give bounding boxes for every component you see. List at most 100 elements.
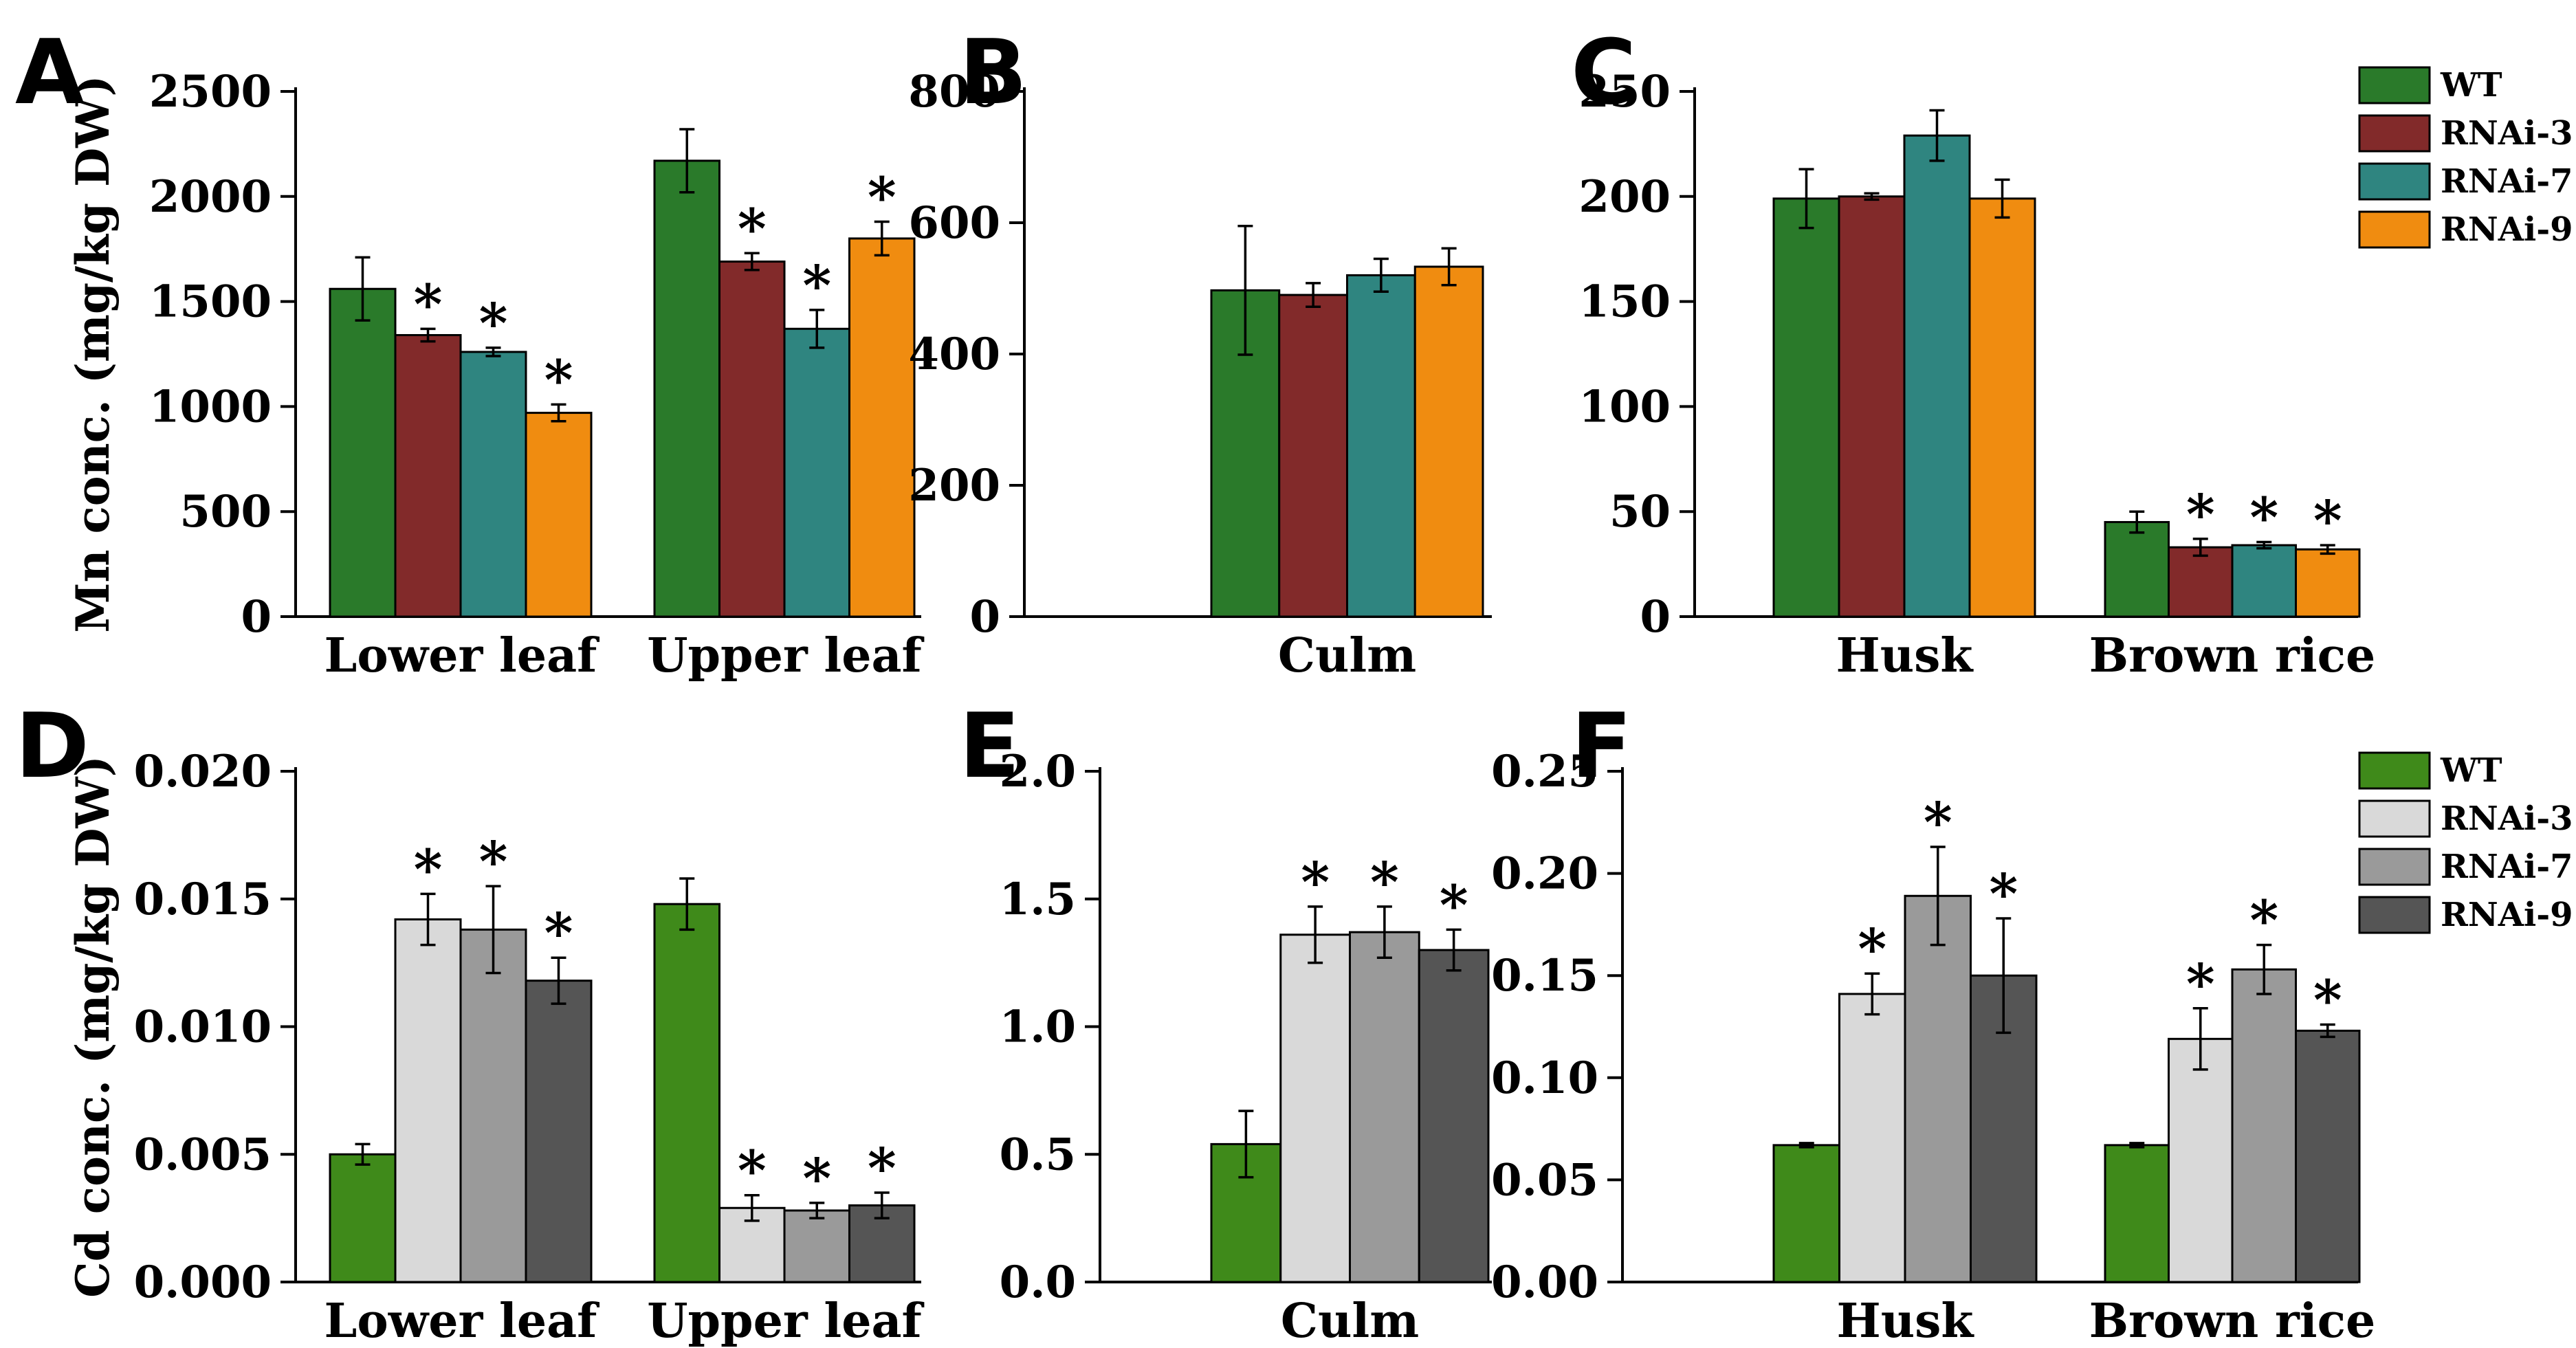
- y-tick-label: 1500: [149, 276, 272, 328]
- legend-label: RNAi-9: [2441, 896, 2573, 934]
- y-tick-label: 0.00: [1491, 1257, 1598, 1308]
- significance-star: *: [2249, 888, 2278, 953]
- legend-swatch: [2358, 114, 2431, 153]
- x-category-label: Culm: [1278, 628, 1416, 683]
- significance-star: *: [414, 272, 443, 336]
- x-category-label: Upper leaf: [647, 1294, 924, 1348]
- bar: [653, 903, 720, 1283]
- legends: WT RNAi-3 RNAi-7 RNAi-9 WT RNAi-3 RNAi-7 RNAi-9: [2358, 66, 2573, 934]
- panel-b: B 0 200 400 600 800 Culm: [908, 20, 1492, 683]
- legend-swatch: [2358, 210, 2431, 249]
- bar: [1413, 265, 1484, 618]
- y-tick-label: 1000: [149, 381, 272, 432]
- x-category-label: Culm: [1281, 1294, 1419, 1348]
- panel-c: C 0 50 100 150 200 250 Husk * * * Brown rice: [1571, 20, 2375, 683]
- bar: [394, 918, 462, 1283]
- y-tick-label: 2000: [149, 171, 272, 223]
- significance-star: *: [1440, 872, 1468, 937]
- x-category-label: Husk: [1836, 1294, 1974, 1348]
- significance-star: *: [738, 196, 767, 261]
- bar: [2231, 968, 2297, 1283]
- bar: [459, 928, 527, 1283]
- bar: [2168, 1037, 2234, 1283]
- significance-star: *: [1858, 916, 1886, 981]
- x-category-label: Lower leaf: [324, 1294, 600, 1348]
- y-tick-label: 600: [908, 197, 1000, 249]
- bar: [1838, 993, 1906, 1283]
- panel-d: D 0.000 0.005 0.010 0.015 0.020 Cd conc. (mg/k…: [15, 694, 925, 1348]
- legend-swatch: [2358, 848, 2431, 886]
- y-axis-label: Mn conc. (mg/kg DW): [66, 75, 120, 632]
- bar: [1968, 197, 2036, 618]
- bar: [783, 1209, 850, 1283]
- bar: [2295, 1029, 2361, 1283]
- bar: [1904, 894, 1972, 1283]
- y-tick-label: 2.0: [1000, 746, 1076, 797]
- bar: [848, 237, 916, 618]
- y-tick-label: 500: [179, 486, 272, 538]
- y-tick-label: 1.5: [1000, 874, 1076, 925]
- bar: [525, 980, 593, 1283]
- bar: [2295, 548, 2361, 618]
- bar: [1278, 294, 1348, 618]
- significance-star: *: [1301, 850, 1330, 914]
- panel-f: F0.000.050.100.150.200.25***Husk***Brown…: [1491, 694, 2375, 1348]
- y-tick-label: 0.020: [134, 746, 272, 797]
- bar: [1772, 1144, 1840, 1283]
- legend-label: RNAi-3: [2441, 799, 2573, 838]
- bar: [2104, 520, 2170, 618]
- panel-a: A 0 500 1000 1500 2000 2500 Mn conc. (mg/kg DW)…: [15, 20, 925, 683]
- significance-star: *: [868, 1136, 896, 1200]
- y-tick-label: 100: [1578, 381, 1671, 432]
- legend-label: RNAi-7: [2441, 848, 2573, 886]
- y-tick-label: 0.25: [1491, 746, 1598, 797]
- y-tick-label: 0: [1640, 591, 1671, 643]
- legend-label: WT: [2440, 751, 2502, 790]
- bar: [329, 1153, 397, 1283]
- legend-swatch: [2358, 799, 2431, 838]
- panel-letter: E: [959, 694, 1020, 798]
- y-tick-label: 150: [1578, 276, 1671, 328]
- panel-letter: C: [1571, 20, 1636, 124]
- significance-star: *: [1370, 850, 1399, 914]
- bar: [1349, 931, 1420, 1283]
- panel-letter: A: [15, 20, 85, 124]
- panel-letter: B: [959, 20, 1027, 124]
- y-tick-label: 200: [1578, 171, 1671, 223]
- significance-star: *: [544, 900, 573, 965]
- bar: [459, 351, 527, 618]
- panel-e: E 0.0 0.5 1.0 1.5 2.0 * * * Culm: [959, 694, 1492, 1348]
- significance-star: *: [2186, 951, 2215, 1016]
- significance-star: *: [2313, 488, 2342, 553]
- y-tick-label: 0.5: [1000, 1129, 1076, 1180]
- y-tick-label: 0.0: [1000, 1257, 1076, 1308]
- legend-bottom: WT RNAi-3 RNAi-7 RNAi-9: [2358, 751, 2573, 934]
- bar: [1346, 274, 1416, 618]
- significance-star: *: [802, 253, 831, 318]
- y-tick-label: 0.000: [134, 1257, 272, 1308]
- significance-star: *: [414, 837, 443, 901]
- y-tick-label: 0: [241, 591, 272, 643]
- y-tick-label: 50: [1609, 486, 1671, 538]
- x-category-label: Brown rice: [2089, 628, 2376, 683]
- bar: [1279, 933, 1351, 1283]
- bar: [1772, 197, 1840, 618]
- x-category-label: Lower leaf: [324, 628, 600, 683]
- x-category-label: Upper leaf: [647, 628, 924, 683]
- legend-label: WT: [2440, 66, 2502, 104]
- bar: [653, 159, 720, 618]
- x-category-label: Husk: [1836, 628, 1974, 683]
- significance-star: *: [1924, 790, 1952, 854]
- significance-star: *: [2249, 485, 2278, 550]
- legend-top: WT RNAi-3 RNAi-7 RNAi-9: [2358, 66, 2573, 249]
- y-tick-label: 0.10: [1491, 1052, 1598, 1104]
- significance-star: *: [1989, 861, 2018, 926]
- legend-swatch: [2358, 162, 2431, 201]
- significance-star: *: [802, 1146, 831, 1211]
- y-tick-label: 800: [908, 66, 1000, 118]
- bar: [1903, 134, 1971, 618]
- y-axis-label: Cd conc. (mg/kg DW): [66, 755, 120, 1298]
- significance-star: *: [479, 291, 508, 355]
- bar: [2104, 1144, 2170, 1283]
